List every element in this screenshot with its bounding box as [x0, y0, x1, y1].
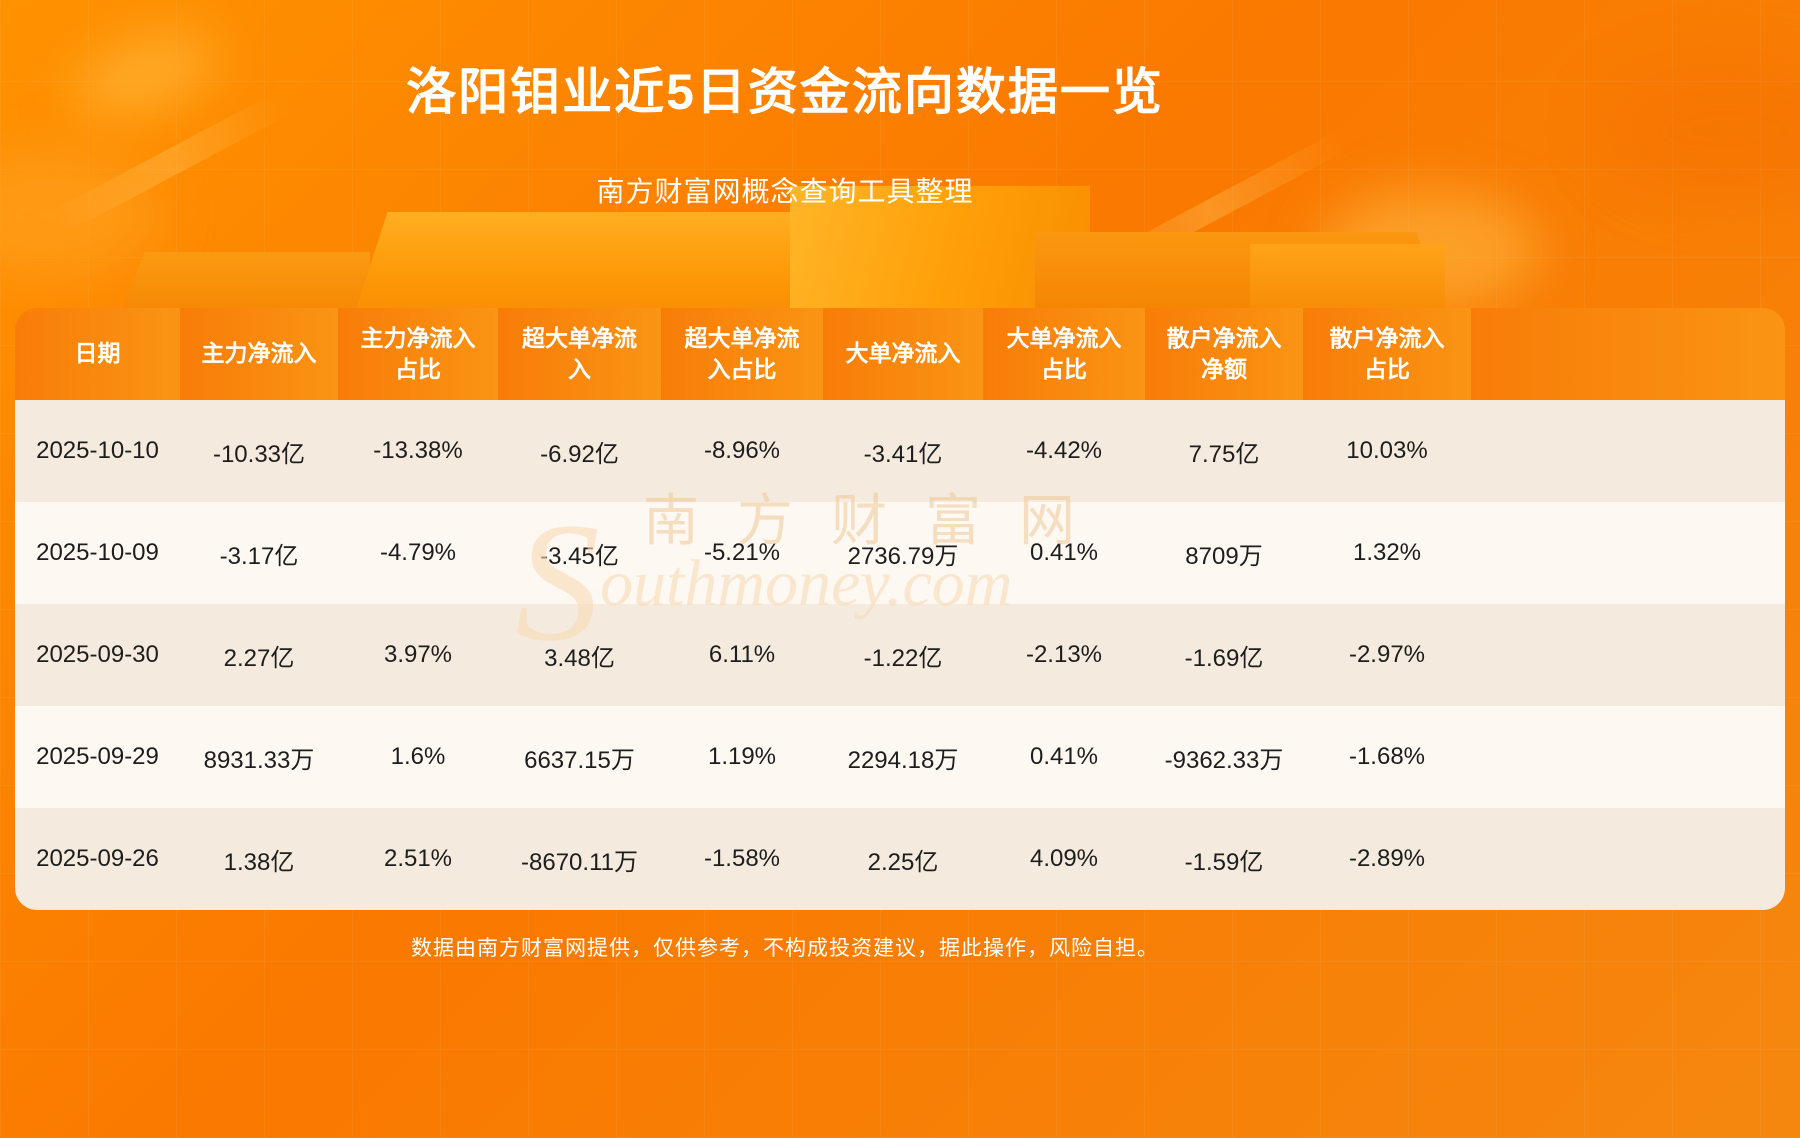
- page-footer: 数据由南方财富网提供，仅供参考，不构成投资建议，据此操作，风险自担。: [0, 932, 1570, 962]
- date-cell: 2025-09-26: [15, 808, 180, 910]
- value-cell: -1.22亿: [823, 604, 983, 706]
- column-header: 超大单净流 入: [498, 308, 661, 400]
- value-cell: -4.42%: [983, 400, 1145, 502]
- decorative-glow: [1600, 60, 1800, 200]
- column-header: 主力净流入 占比: [338, 308, 498, 400]
- podium-platform: [120, 252, 370, 312]
- value-cell: 6.11%: [661, 604, 823, 706]
- header-filler: [1471, 308, 1785, 400]
- row-filler: [1471, 604, 1785, 706]
- page-subtitle: 南方财富网概念查询工具整理: [596, 176, 974, 207]
- value-cell: 6637.15万: [498, 706, 661, 808]
- column-header: 散户净流入 占比: [1303, 308, 1471, 400]
- value-cell: -8670.11万: [498, 808, 661, 910]
- value-cell: -3.45亿: [498, 502, 661, 604]
- value-cell: -1.68%: [1303, 706, 1471, 808]
- podium-platform: [355, 212, 1005, 312]
- value-cell: 0.41%: [983, 706, 1145, 808]
- value-cell: 1.6%: [338, 706, 498, 808]
- data-table: 日期 主力净流入 主力净流入 占比 超大单净流 入超大单净流 入占比 大单净流入 大单净流…: [15, 308, 1785, 910]
- value-cell: -8.96%: [661, 400, 823, 502]
- column-header: 大单净流入: [823, 308, 983, 400]
- date-cell: 2025-09-30: [15, 604, 180, 706]
- value-cell: 3.48亿: [498, 604, 661, 706]
- value-cell: 1.38亿: [180, 808, 338, 910]
- value-cell: -2.89%: [1303, 808, 1471, 910]
- value-cell: -1.59亿: [1145, 808, 1303, 910]
- value-cell: -6.92亿: [498, 400, 661, 502]
- date-cell: 2025-10-10: [15, 400, 180, 502]
- disclaimer: 数据由南方财富网提供，仅供参考，不构成投资建议，据此操作，风险自担。: [411, 937, 1159, 960]
- column-header: 主力净流入: [180, 308, 338, 400]
- value-cell: 1.32%: [1303, 502, 1471, 604]
- value-cell: 2294.18万: [823, 706, 983, 808]
- value-cell: 7.75亿: [1145, 400, 1303, 502]
- table-row: 2025-10-09 -3.17亿 -4.79% -3.45亿 -5.21% 2736.7…: [15, 502, 1785, 604]
- table-row: 2025-09-29 8931.33万 1.6% 6637.15万 1.19% 2294.…: [15, 706, 1785, 808]
- value-cell: -3.41亿: [823, 400, 983, 502]
- value-cell: -13.38%: [338, 400, 498, 502]
- value-cell: 1.19%: [661, 706, 823, 808]
- value-cell: -4.79%: [338, 502, 498, 604]
- value-cell: 2.51%: [338, 808, 498, 910]
- value-cell: -9362.33万: [1145, 706, 1303, 808]
- date-cell: 2025-09-29: [15, 706, 180, 808]
- value-cell: 8931.33万: [180, 706, 338, 808]
- value-cell: -5.21%: [661, 502, 823, 604]
- value-cell: 3.97%: [338, 604, 498, 706]
- value-cell: 2.25亿: [823, 808, 983, 910]
- column-header: 大单净流入 占比: [983, 308, 1145, 400]
- value-cell: -10.33亿: [180, 400, 338, 502]
- value-cell: -3.17亿: [180, 502, 338, 604]
- value-cell: 2736.79万: [823, 502, 983, 604]
- table-row: 2025-10-10 -10.33亿 -13.38% -6.92亿 -8.96% -3.4…: [15, 400, 1785, 502]
- value-cell: -1.58%: [661, 808, 823, 910]
- value-cell: -2.97%: [1303, 604, 1471, 706]
- value-cell: -1.69亿: [1145, 604, 1303, 706]
- column-header: 超大单净流 入占比: [661, 308, 823, 400]
- row-filler: [1471, 808, 1785, 910]
- date-cell: 2025-10-09: [15, 502, 180, 604]
- table-row: 2025-09-30 2.27亿 3.97% 3.48亿 6.11% -1.22亿 -2.1…: [15, 604, 1785, 706]
- value-cell: 4.09%: [983, 808, 1145, 910]
- podium-platform: [1035, 232, 1445, 312]
- column-header: 日期: [15, 308, 180, 400]
- value-cell: 8709万: [1145, 502, 1303, 604]
- value-cell: 0.41%: [983, 502, 1145, 604]
- page-title: 洛阳钼业近5日资金流向数据一览: [406, 64, 1164, 120]
- fund-flow-table: 日期 主力净流入 主力净流入 占比 超大单净流 入超大单净流 入占比 大单净流入 大单净流…: [15, 308, 1785, 910]
- value-cell: 2.27亿: [180, 604, 338, 706]
- value-cell: -2.13%: [983, 604, 1145, 706]
- table-row: 2025-09-26 1.38亿 2.51% -8670.11万 -1.58% 2.25亿…: [15, 808, 1785, 910]
- row-filler: [1471, 706, 1785, 808]
- podium-box: [1250, 244, 1445, 312]
- row-filler: [1471, 400, 1785, 502]
- value-cell: 10.03%: [1303, 400, 1471, 502]
- column-header: 散户净流入 净额: [1145, 308, 1303, 400]
- row-filler: [1471, 502, 1785, 604]
- page-header: 洛阳钼业近5日资金流向数据一览 南方财富网概念查询工具整理: [0, 0, 1570, 210]
- table-header-row: 日期 主力净流入 主力净流入 占比 超大单净流 入超大单净流 入占比 大单净流入 大单净流…: [15, 308, 1785, 400]
